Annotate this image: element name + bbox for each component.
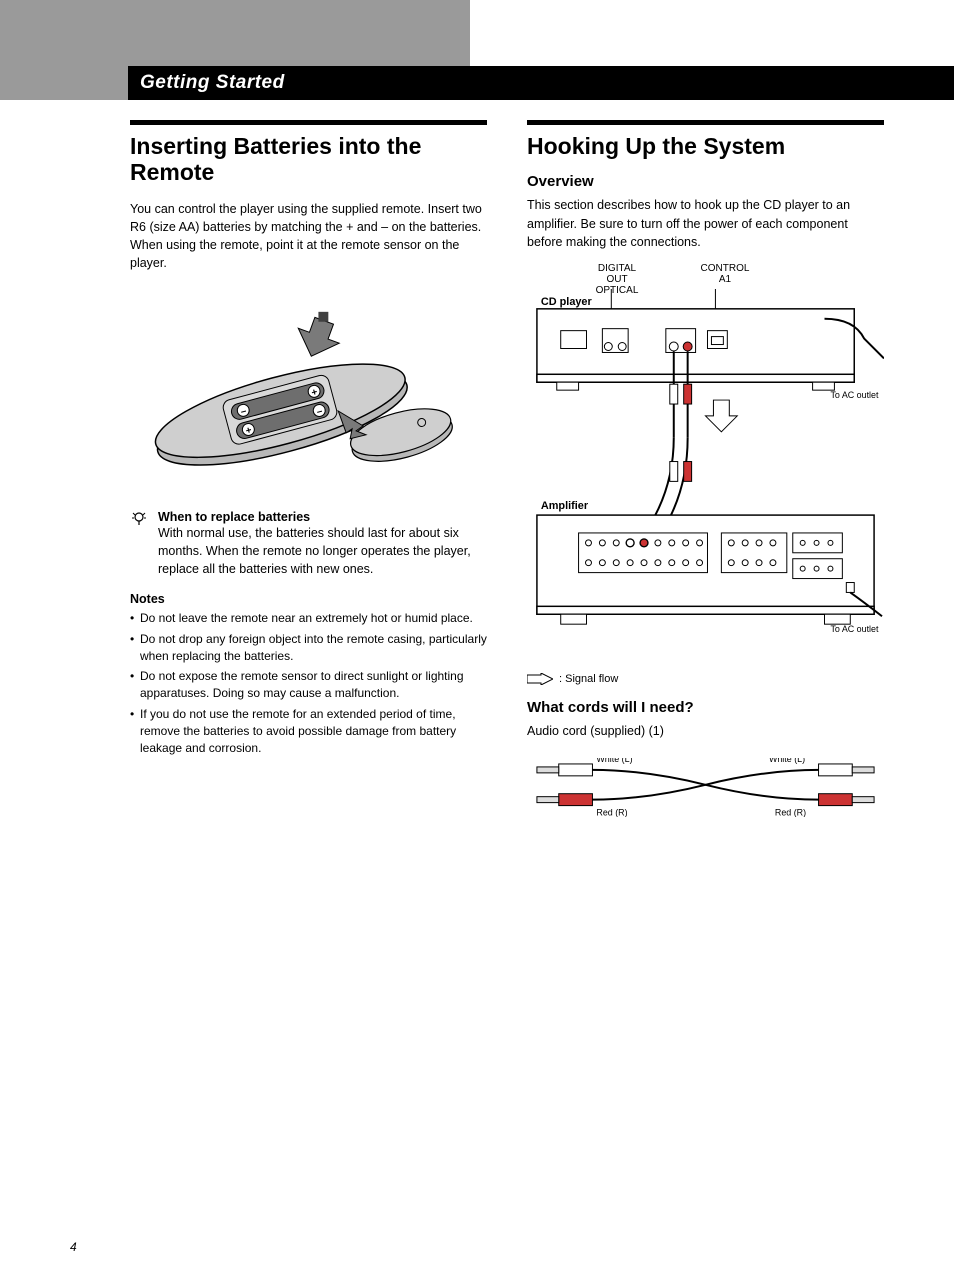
tip-body: With normal use, the batteries should la… bbox=[158, 524, 487, 578]
svg-text:To AC outlet: To AC outlet bbox=[830, 624, 879, 634]
right-column: Hooking Up the System Overview This sect… bbox=[527, 120, 884, 836]
arrow-icon bbox=[527, 673, 553, 685]
audio-cord-diagram: White (L) Red (R) White (L) Red (R) bbox=[527, 758, 884, 818]
svg-text:Red (R): Red (R) bbox=[596, 807, 627, 817]
list-item: Do not expose the remote sensor to direc… bbox=[130, 668, 487, 702]
cords-heading: What cords will I need? bbox=[527, 699, 884, 716]
svg-text:To AC outlet: To AC outlet bbox=[830, 390, 879, 400]
hookup-diagram: To AC outlet CD player Amplifier bbox=[527, 289, 884, 656]
left-column: Inserting Batteries into the Remote You … bbox=[130, 120, 487, 836]
svg-text:Red (R): Red (R) bbox=[775, 807, 806, 817]
list-item: Do not drop any foreign object into the … bbox=[130, 631, 487, 665]
tip-icon bbox=[130, 510, 150, 578]
right-title: Hooking Up the System bbox=[527, 133, 884, 159]
svg-text:White (L): White (L) bbox=[596, 758, 632, 764]
page-number: 4 bbox=[70, 1240, 77, 1254]
svg-text:White (L): White (L) bbox=[769, 758, 805, 764]
svg-text:CD player: CD player bbox=[541, 296, 593, 308]
list-item: Do not leave the remote near an extremel… bbox=[130, 610, 487, 627]
signal-flow-legend: : Signal flow bbox=[527, 673, 884, 685]
overview-body: This section describes how to hook up th… bbox=[527, 196, 884, 250]
notes-list: Do not leave the remote near an extremel… bbox=[130, 610, 487, 756]
cords-body: Audio cord (supplied) (1) bbox=[527, 722, 884, 740]
left-title: Inserting Batteries into the Remote bbox=[130, 133, 487, 186]
notes-heading: Notes bbox=[130, 592, 487, 606]
diagram-label: CONTROL A1 bbox=[695, 263, 755, 285]
svg-text:Amplifier: Amplifier bbox=[541, 500, 589, 512]
remote-diagram: – + + – bbox=[130, 292, 487, 490]
chapter-bar: Getting Started bbox=[128, 66, 954, 100]
chapter-title: Getting Started bbox=[140, 72, 285, 94]
signal-flow-text: : Signal flow bbox=[559, 673, 618, 685]
section-divider bbox=[527, 120, 884, 125]
overview-heading: Overview bbox=[527, 173, 884, 190]
diagram-label: DIGITAL OUT OPTICAL bbox=[587, 263, 647, 296]
section-divider bbox=[130, 120, 487, 125]
left-paragraph: You can control the player using the sup… bbox=[130, 200, 487, 273]
list-item: If you do not use the remote for an exte… bbox=[130, 706, 487, 756]
tip-heading: When to replace batteries bbox=[158, 510, 487, 524]
